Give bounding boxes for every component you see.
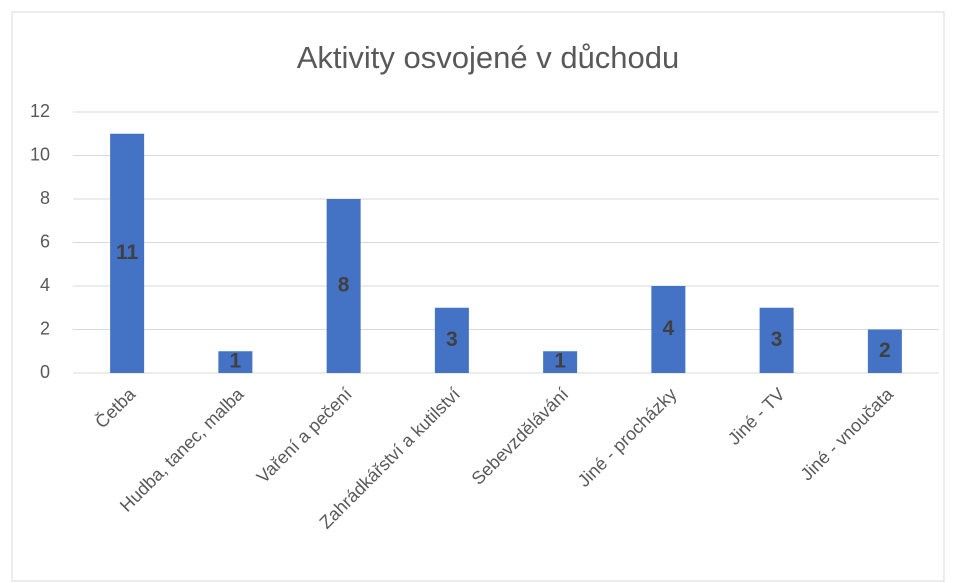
y-tick-label: 10	[30, 144, 50, 164]
data-label: 8	[338, 274, 350, 297]
y-tick-label: 0	[40, 362, 50, 382]
data-label: 3	[446, 328, 458, 351]
data-label: 2	[879, 339, 891, 362]
bar	[759, 307, 794, 373]
bar	[326, 199, 361, 373]
data-label: 3	[771, 328, 783, 351]
data-label: 1	[230, 350, 242, 373]
bar	[867, 329, 902, 373]
bar	[651, 286, 686, 373]
data-label: 11	[116, 241, 139, 264]
y-tick-label: 4	[40, 275, 50, 295]
data-label: 4	[663, 317, 675, 340]
y-tick-label: 2	[40, 318, 50, 338]
bar	[543, 351, 578, 373]
bar	[218, 351, 253, 373]
y-tick-label: 8	[40, 188, 50, 208]
bar	[434, 307, 469, 373]
bar	[110, 133, 145, 373]
y-tick-label: 12	[30, 101, 50, 121]
y-tick-label: 6	[40, 231, 50, 251]
data-label: 1	[554, 350, 566, 373]
chart-border	[11, 11, 945, 582]
chart-title: Aktivity osvojené v důchodu	[297, 40, 680, 75]
